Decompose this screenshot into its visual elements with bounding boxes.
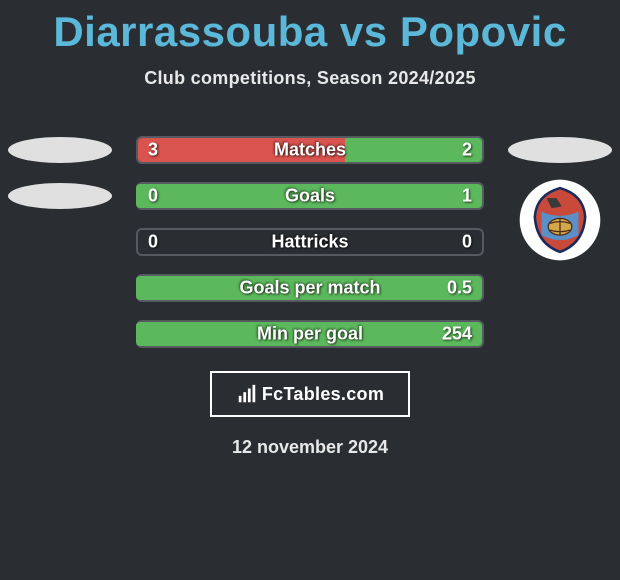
comparison-row: 3 2 Matches [0, 127, 620, 173]
stat-label: Hattricks [271, 232, 348, 253]
stat-bar: 0.5 Goals per match [136, 274, 484, 302]
stat-label: Goals [285, 186, 335, 207]
stat-label: Goals per match [239, 278, 380, 299]
stat-value-right: 1 [462, 186, 472, 207]
player-logo-placeholder-left [8, 183, 112, 209]
stat-value-right: 2 [462, 140, 472, 161]
player-logo-placeholder-left [8, 137, 112, 163]
stat-bar: 0 1 Goals [136, 182, 484, 210]
comparison-row: 0.5 Goals per match [0, 265, 620, 311]
stat-value-right: 0 [462, 232, 472, 253]
stat-bar: 3 2 Matches [136, 136, 484, 164]
subtitle: Club competitions, Season 2024/2025 [0, 68, 620, 89]
stat-value-right: 254 [442, 324, 472, 345]
stat-value-left: 0 [148, 186, 158, 207]
stat-label: Min per goal [257, 324, 363, 345]
comparison-row: 254 Min per goal [0, 311, 620, 357]
page-title: Diarrassouba vs Popovic [0, 0, 620, 56]
brand-logo: FcTables.com [236, 383, 384, 405]
date-label: 12 november 2024 [0, 437, 620, 458]
stat-bar: 254 Min per goal [136, 320, 484, 348]
stat-bar: 0 0 Hattricks [136, 228, 484, 256]
brand-footer: FcTables.com [210, 371, 410, 417]
player-logo-placeholder-right [508, 137, 612, 163]
stat-value-left: 0 [148, 232, 158, 253]
brand-text: FcTables.com [262, 384, 384, 405]
stat-label: Matches [274, 140, 346, 161]
stat-value-right: 0.5 [447, 278, 472, 299]
stat-value-left: 3 [148, 140, 158, 161]
club-badge [518, 178, 602, 262]
chart-bars-icon [236, 383, 258, 405]
